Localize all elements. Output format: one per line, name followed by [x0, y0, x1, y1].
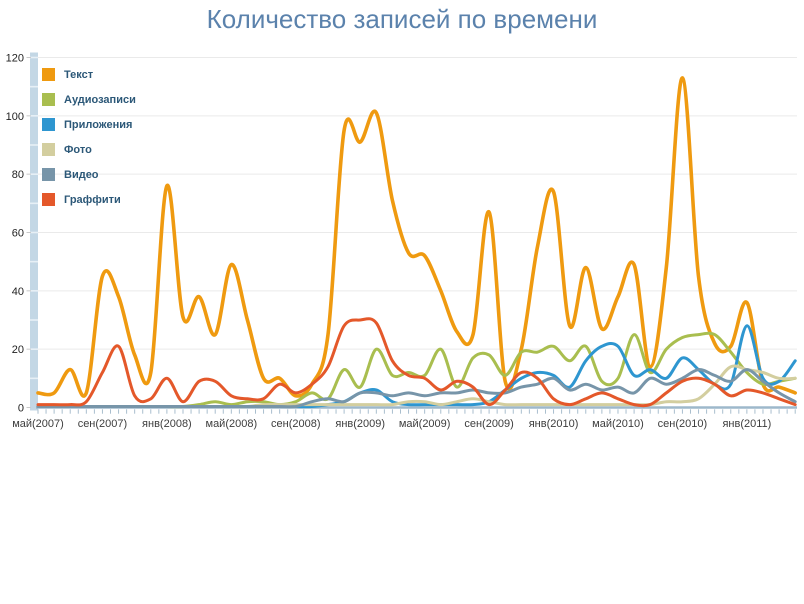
legend-label: Фото [64, 143, 92, 156]
x-axis-label: май(2009) [399, 418, 451, 430]
legend-item-4: Фото [42, 137, 136, 162]
legend-label: Приложения [64, 118, 133, 131]
legend-swatch [42, 143, 55, 156]
x-axis-label: май(2010) [592, 418, 644, 430]
x-axis-label: сен(2008) [271, 418, 321, 430]
legend-item-1: Текст [42, 62, 136, 87]
x-axis-label: сен(2009) [464, 418, 514, 430]
y-axis-label: 100 [6, 111, 24, 123]
x-axis-label: янв(2009) [335, 418, 385, 430]
legend-swatch [42, 168, 55, 181]
y-axis-label: 80 [12, 169, 24, 181]
legend-swatch [42, 193, 55, 206]
line-chart-canvas: 0 20 40 60 80 100 120 май(2007) сен(2007) янв(200… [6, 52, 797, 430]
series-line-5 [36, 368, 797, 409]
legend-swatch [42, 118, 55, 131]
x-axis-label: май(2007) [12, 418, 64, 430]
y-axis-band [30, 52, 38, 411]
legend-item-3: Приложения [42, 112, 136, 137]
x-axis-label: янв(2010) [529, 418, 579, 430]
y-axis-label: 20 [12, 344, 24, 356]
y-axis-label: 120 [6, 53, 24, 65]
legend-item-2: Аудиозаписи [42, 87, 136, 112]
x-axis-label: май(2008) [206, 418, 258, 430]
x-axis-label: сен(2010) [658, 418, 708, 430]
page-title: Количество записей по времени [206, 4, 598, 34]
legend-item-6: Граффити [42, 187, 136, 212]
x-axis-label: янв(2008) [142, 418, 192, 430]
series-line-1 [36, 76, 797, 398]
y-axis-label: 0 [18, 403, 24, 415]
x-axis-label: сен(2007) [78, 418, 128, 430]
series-line-6 [36, 317, 797, 408]
legend-item-5: Видео [42, 162, 136, 187]
legend-swatch [42, 68, 55, 81]
legend-label: Граффити [64, 193, 121, 206]
legend-label: Видео [64, 168, 99, 181]
legend: Текст Аудиозаписи Приложения Фото Видео Графф… [42, 62, 136, 212]
y-axis-label: 40 [12, 286, 24, 298]
legend-label: Аудиозаписи [64, 93, 136, 106]
x-axis-label: янв(2011) [722, 418, 771, 430]
legend-label: Текст [64, 68, 94, 81]
y-axis-label: 60 [12, 228, 24, 240]
legend-swatch [42, 93, 55, 106]
